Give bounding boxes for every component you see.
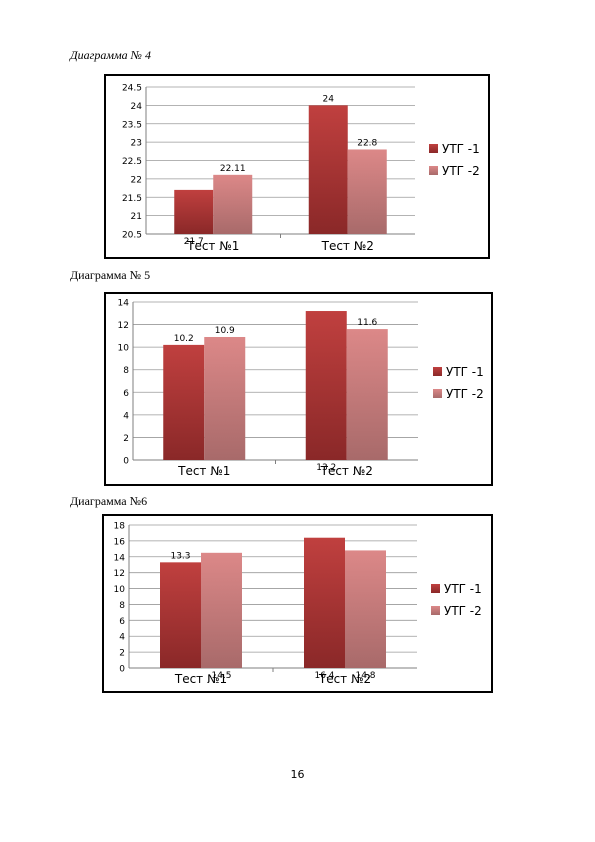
bar [201, 552, 242, 668]
legend-swatch [429, 144, 438, 153]
legend-swatch [429, 166, 438, 175]
bar [160, 562, 201, 668]
y-tick-label: 10 [114, 585, 126, 595]
bar [347, 149, 387, 234]
bar [163, 344, 205, 460]
legend-label: УТГ -1 [442, 142, 480, 156]
bar [345, 550, 386, 668]
y-tick-label: 6 [119, 617, 125, 627]
bar [346, 329, 388, 460]
category-label: Тест №1 [186, 239, 239, 253]
y-tick-label: 2 [119, 649, 125, 659]
data-label: 10.2 [174, 334, 194, 344]
data-label: 22.11 [220, 164, 246, 174]
data-label: 13.3 [170, 551, 190, 561]
chart-frame-6: 0 2 4 6 8 10 12 14 16 18 13.3 14.5 Тест №1 16.4 14.8 Те… [102, 514, 493, 693]
y-tick-label: 23 [131, 139, 142, 149]
y-tick-label: 14 [118, 299, 130, 309]
y-tick-label: 21.5 [122, 194, 142, 204]
y-tick-label: 12 [118, 321, 129, 331]
legend-label: УТГ -2 [444, 604, 482, 618]
y-tick-label: 20.5 [122, 231, 142, 241]
bar [213, 174, 253, 234]
bar-chart-5: 0 2 4 6 8 10 12 14 10.2 10.9 Тест №1 13.2 11.6 Тест №… [118, 299, 484, 479]
bar [308, 105, 348, 234]
chart-frame-5: 0 2 4 6 8 10 12 14 10.2 10.9 Тест №1 13.2 11.6 Тест №… [104, 292, 493, 486]
category-label: Тест №2 [321, 239, 374, 253]
data-label: 13.2 [316, 463, 336, 473]
legend-swatch [431, 584, 440, 593]
y-tick-label: 4 [119, 633, 125, 643]
bar [174, 189, 214, 234]
y-tick-label: 10 [118, 344, 130, 354]
data-label: 11.6 [357, 318, 377, 328]
chart-frame-4: 20.5 21 21.5 22 22.5 23 23.5 24 24.5 21.7 22.11 Тес… [104, 74, 490, 259]
y-tick-label: 22 [131, 175, 142, 185]
data-label: 14.5 [211, 671, 231, 681]
chart-caption-6: Диаграмма №6 [70, 494, 148, 508]
y-tick-label: 2 [123, 434, 129, 444]
y-tick-label: 23.5 [122, 120, 142, 130]
chart-caption-4: Диаграмма № 4 [70, 48, 151, 62]
y-tick-label: 24 [131, 102, 143, 112]
legend-label: УТГ -1 [446, 365, 484, 379]
legend-label: УТГ -2 [442, 164, 480, 178]
legend-label: УТГ -2 [446, 387, 484, 401]
y-tick-label: 16 [114, 537, 126, 547]
bar-chart-4: 20.5 21 21.5 22 22.5 23 23.5 24 24.5 21.7 22.11 Тес… [122, 84, 480, 254]
y-tick-label: 4 [123, 411, 129, 421]
category-label: Тест №1 [174, 672, 227, 686]
legend-label: УТГ -1 [444, 582, 482, 596]
data-label: 24 [323, 94, 335, 104]
chart-caption-5: Диаграмма № 5 [70, 268, 151, 282]
data-label: 10.9 [215, 326, 235, 336]
data-label: 14.8 [355, 671, 375, 681]
y-tick-label: 18 [114, 522, 126, 532]
data-label: 16.4 [314, 671, 334, 681]
y-tick-label: 24.5 [122, 84, 142, 94]
bar [304, 537, 345, 668]
y-tick-label: 6 [123, 389, 129, 399]
y-tick-label: 22.5 [122, 157, 142, 167]
data-label: 21.7 [184, 237, 204, 247]
category-label: Тест №2 [320, 464, 373, 478]
y-tick-label: 8 [119, 601, 125, 611]
y-tick-label: 0 [123, 457, 129, 467]
y-tick-label: 12 [114, 569, 125, 579]
bar [305, 311, 347, 460]
page-number: 16 [290, 768, 305, 781]
y-tick-label: 0 [119, 665, 125, 675]
y-tick-label: 14 [114, 553, 126, 563]
legend-swatch [433, 389, 442, 398]
y-tick-label: 8 [123, 366, 129, 376]
category-label: Тест №1 [177, 464, 230, 478]
y-tick-label: 21 [131, 212, 142, 222]
data-label: 22.8 [357, 138, 377, 148]
category-label: Тест №2 [318, 672, 371, 686]
bar [204, 336, 246, 460]
legend-swatch [433, 367, 442, 376]
legend-swatch [431, 606, 440, 615]
